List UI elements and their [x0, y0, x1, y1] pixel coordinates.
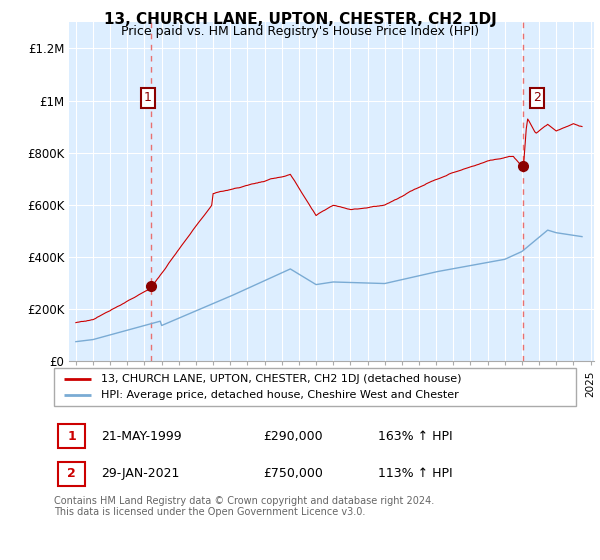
Text: 21-MAY-1999: 21-MAY-1999 — [101, 430, 182, 442]
Bar — [58, 424, 85, 448]
Text: 163% ↑ HPI: 163% ↑ HPI — [377, 430, 452, 442]
Text: 1: 1 — [143, 91, 152, 105]
Text: 2: 2 — [533, 91, 541, 105]
Text: £750,000: £750,000 — [263, 468, 323, 480]
Text: 29-JAN-2021: 29-JAN-2021 — [101, 468, 179, 480]
Text: HPI: Average price, detached house, Cheshire West and Chester: HPI: Average price, detached house, Ches… — [101, 390, 459, 400]
Text: 13, CHURCH LANE, UPTON, CHESTER, CH2 1DJ (detached house): 13, CHURCH LANE, UPTON, CHESTER, CH2 1DJ… — [101, 374, 461, 384]
Text: Price paid vs. HM Land Registry's House Price Index (HPI): Price paid vs. HM Land Registry's House … — [121, 25, 479, 38]
Text: 13, CHURCH LANE, UPTON, CHESTER, CH2 1DJ: 13, CHURCH LANE, UPTON, CHESTER, CH2 1DJ — [104, 12, 496, 27]
Bar — [58, 462, 85, 486]
Text: 1: 1 — [67, 430, 76, 442]
Text: £290,000: £290,000 — [263, 430, 322, 442]
Text: 2: 2 — [67, 468, 76, 480]
Text: 113% ↑ HPI: 113% ↑ HPI — [377, 468, 452, 480]
Text: Contains HM Land Registry data © Crown copyright and database right 2024.
This d: Contains HM Land Registry data © Crown c… — [54, 496, 434, 517]
